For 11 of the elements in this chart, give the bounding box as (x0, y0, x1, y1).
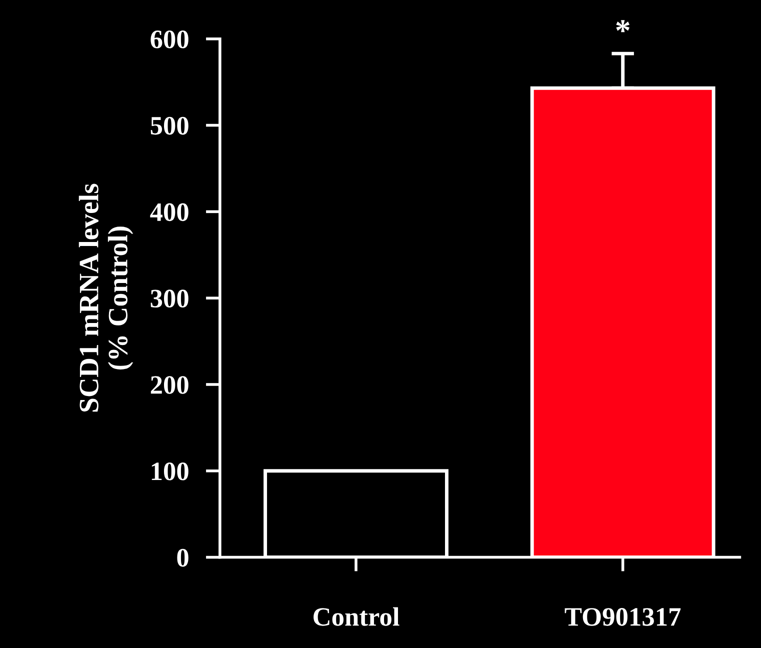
y-axis-title: SCD1 mRNA levels (% Control) (78, 184, 134, 412)
x-tick-label: Control (314, 607, 400, 626)
y-tick-label: 0 (177, 548, 188, 567)
y-tick-label: 300 (150, 290, 188, 308)
y-tick-label: 500 (150, 116, 188, 135)
text: * (616, 20, 630, 32)
y-tick-label: 100 (152, 462, 188, 480)
y-tick-label: 400 (150, 203, 188, 222)
y-tick-label: 200 (150, 376, 188, 394)
y-tick-label: 600 (150, 30, 188, 48)
x-tick-label: TO901317 (564, 608, 681, 626)
